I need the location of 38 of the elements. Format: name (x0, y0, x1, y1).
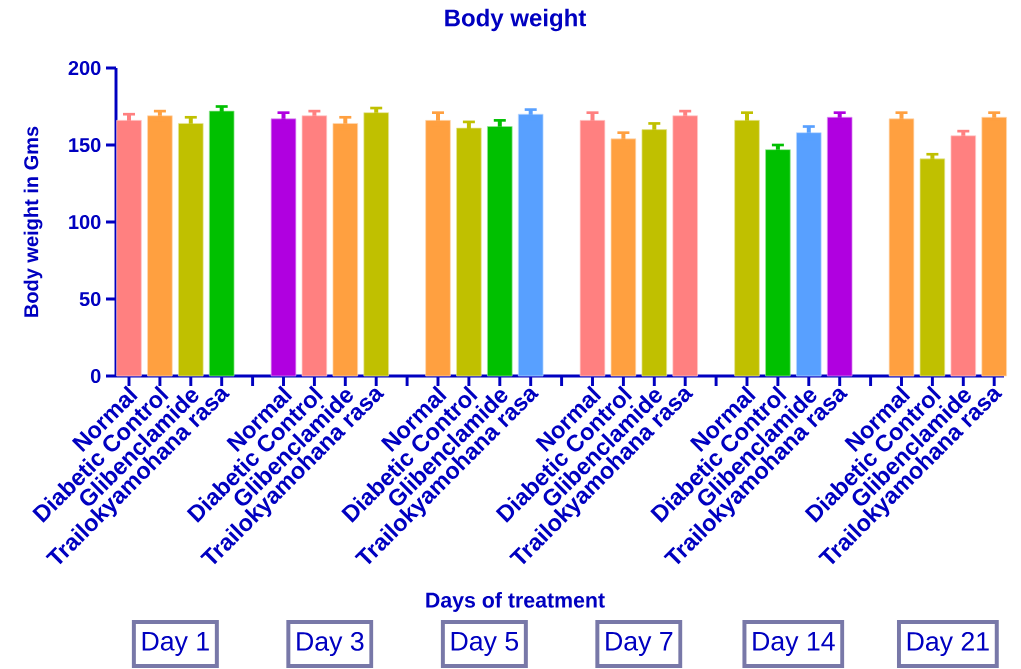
y-axis-title: Body weight in Gms (23, 126, 43, 317)
text: Day 1 (142, 632, 209, 656)
bar (425, 120, 451, 377)
bar (734, 120, 760, 377)
bar (919, 158, 946, 377)
bar (672, 115, 698, 377)
bar (487, 126, 513, 377)
bar (332, 123, 358, 377)
y-tick-label: 200 (68, 60, 101, 76)
bar (610, 138, 637, 377)
bar (981, 116, 1007, 377)
bar (888, 118, 915, 377)
text: Day 5 (451, 632, 519, 656)
bar (518, 113, 544, 377)
chart-title: Body weight (445, 8, 587, 32)
bar (765, 149, 791, 377)
bar (641, 129, 667, 377)
bar (363, 112, 389, 377)
bar (456, 127, 482, 377)
y-tick-label: 100 (69, 214, 101, 230)
bar (270, 118, 297, 377)
bar (178, 123, 204, 377)
bar (209, 110, 235, 377)
y-tick-label: 150 (69, 137, 101, 153)
y-tick-label: 50 (79, 291, 101, 307)
text: Day 7 (606, 632, 673, 656)
text: Day 14 (753, 632, 835, 656)
text: Day 21 (907, 631, 989, 657)
bar (301, 115, 328, 377)
bar (796, 132, 822, 377)
bar (147, 115, 173, 377)
bar (950, 135, 976, 377)
bar (827, 116, 853, 377)
bar (116, 120, 142, 377)
y-tick-label: 0 (90, 368, 101, 384)
text: Day 3 (297, 631, 364, 657)
bar (579, 120, 606, 377)
x-axis-title: Days of treatment (426, 592, 605, 612)
